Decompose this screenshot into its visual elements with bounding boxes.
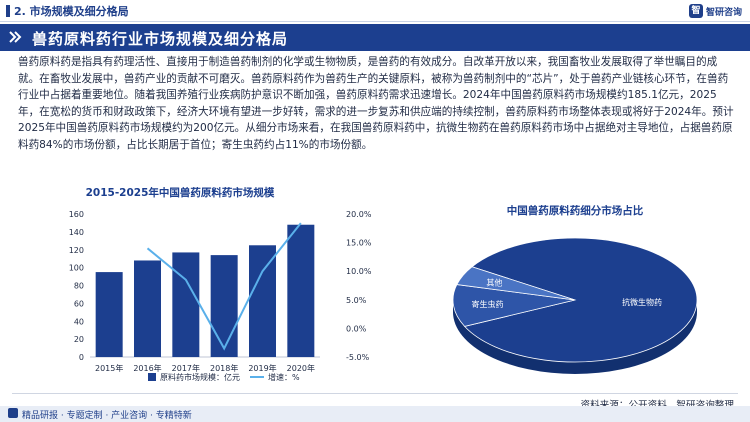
title-bar: 兽药原料药行业市场规模及细分格局: [0, 24, 750, 51]
pie-slice-2: [452, 284, 576, 327]
y-left-tick-label: 0: [79, 353, 84, 362]
bar-3: [172, 252, 200, 357]
bar-5: [249, 245, 276, 357]
y-right-tick-label: 15.0%: [346, 239, 372, 248]
brand-logo[interactable]: 智 智研咨询: [688, 3, 742, 19]
intro-paragraph: 兽药原料药是指具有药理活性、直接用于制造兽药制剂的化学或生物物质，是兽药的有效成…: [18, 56, 734, 151]
pie-slice-label: 抗微生物药: [622, 297, 662, 307]
bar-6: [287, 224, 315, 357]
legend-bar-swatch: [148, 373, 156, 381]
double-chevron-icon: [9, 31, 22, 43]
data-source: 资料来源：公开资料、智研咨询整理: [581, 397, 735, 411]
bottom-tag-icon: [8, 408, 18, 418]
y-right-tick-label: -5.0%: [346, 353, 370, 362]
pie-slice-3: [456, 266, 576, 301]
y-right-tick-label: 20.0%: [346, 210, 372, 219]
legend-bar-label: 原料药市场规模：亿元: [160, 372, 240, 382]
brand-logo-text: 智研咨询: [705, 7, 742, 18]
page-title: 兽药原料药行业市场规模及细分格局: [32, 30, 289, 48]
y-left-tick-label: 20: [74, 335, 84, 344]
y-left-tick-label: 100: [69, 264, 84, 273]
pie-slice-label: 其他: [486, 277, 502, 287]
growth-rate-line: [146, 222, 302, 351]
y-left-tick-label: 80: [74, 282, 84, 291]
x-tick-label: 2018年: [210, 363, 238, 373]
y-right-tick-label: 5.0%: [346, 296, 367, 305]
market-size-chart-svg: 2015-2025年中国兽药原料药市场规模 0 20 40 60 80 100 120 140 1…: [69, 186, 372, 382]
x-tick-label: 2016年: [133, 363, 161, 373]
brand-logo-icon: 智: [688, 4, 703, 18]
y-left-tick-label: 60: [74, 299, 84, 308]
section-title: 2. 市场规模及细分格局: [14, 5, 129, 18]
y-left-tick-label: 160: [69, 210, 84, 219]
pie-slice-1: [463, 237, 698, 363]
x-tick-label: 2019年: [248, 363, 276, 373]
x-tick-label: 2015年: [95, 363, 123, 373]
legend-line-label: 增速：%: [268, 372, 300, 382]
bar-4: [210, 255, 238, 357]
y-left-tick-label: 140: [69, 228, 84, 237]
x-tick-label: 2017年: [172, 363, 200, 373]
y-right-tick-label: 10.0%: [346, 267, 372, 276]
segment-share-chart: 中国兽药原料药细分市场占比抗微生物药 寄生虫药 其他: [410, 200, 740, 390]
market-size-chart: 2015-2025年中国兽药原料药市场规模 0 20 40 60 80 100 120 140 1…: [60, 182, 390, 387]
bar-1: [95, 272, 123, 357]
footer-divider: [12, 393, 738, 394]
bottom-bar: 精品研报 · 专题定制 · 产业咨询 · 专精特新: [0, 406, 750, 422]
y-right-tick-label: 0.0%: [346, 324, 367, 333]
bar-2: [134, 260, 161, 357]
x-tick-label: 2020年: [287, 363, 315, 373]
bottom-bar-text: 精品研报 · 专题定制 · 产业咨询 · 专精特新: [22, 411, 192, 421]
pie-slice-label: 寄生虫药: [472, 299, 504, 309]
chart-title: 中国兽药原料药细分市场占比: [507, 204, 644, 217]
top-header: 2. 市场规模及细分格局 智 智研咨询: [0, 0, 750, 22]
section-marker: [6, 5, 10, 17]
y-left-tick-label: 120: [69, 246, 84, 255]
y-left-tick-label: 40: [74, 317, 84, 326]
chart-title: 2015-2025年中国兽药原料药市场规模: [86, 186, 275, 199]
